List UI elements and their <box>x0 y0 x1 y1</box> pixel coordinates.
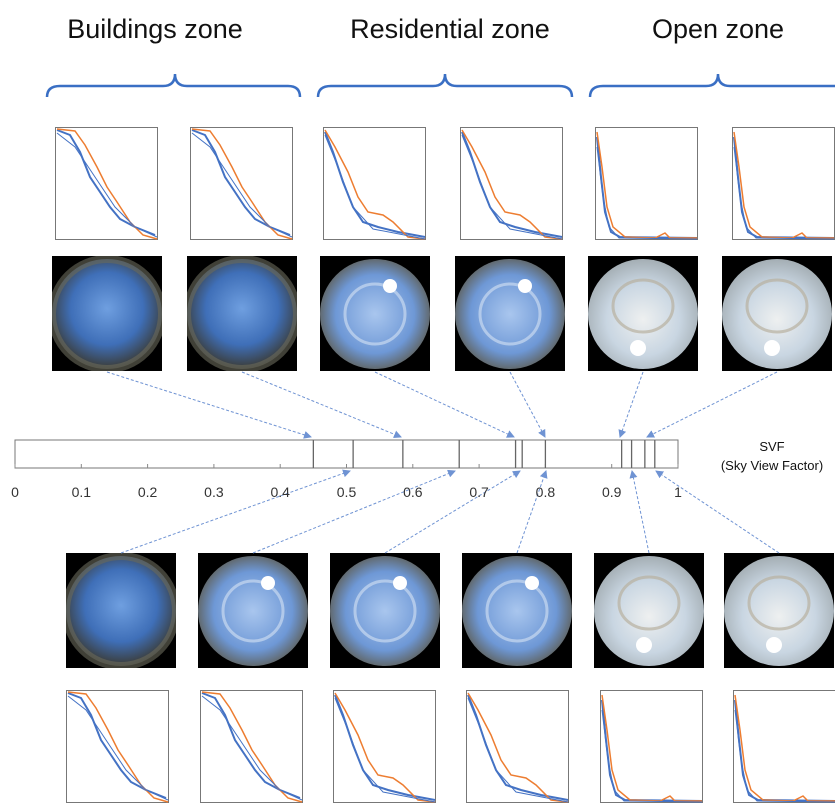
bottom-fisheye-images <box>66 553 834 668</box>
scale-label: SVF <box>759 439 784 454</box>
tick-label: 0.3 <box>204 484 224 500</box>
scale-sublabel: (Sky View Factor) <box>721 458 823 473</box>
zone-title: Open zone <box>652 14 784 44</box>
zone-title: Buildings zone <box>67 14 243 44</box>
svf-bar <box>14 439 679 469</box>
scale: 0 0.1 0.2 0.3 0.4 0.5 0.6 0.7 0.8 0.9 1 <box>11 440 682 500</box>
tick-label: 0.1 <box>72 484 92 500</box>
tick-label: 0.9 <box>602 484 622 500</box>
tick-label: 0.8 <box>536 484 556 500</box>
bottom-plots <box>66 690 835 803</box>
tick-label: 0.4 <box>270 484 290 500</box>
tick-label: 0.5 <box>337 484 357 500</box>
bracket <box>588 73 835 98</box>
bracket <box>316 73 574 98</box>
top-plots <box>55 127 835 240</box>
tick-label: 0.6 <box>403 484 423 500</box>
tick-label: 1 <box>674 484 682 500</box>
tick-label: 0.2 <box>138 484 158 500</box>
arrows <box>106 371 780 554</box>
tick-label: 0 <box>11 484 19 500</box>
tick-label: 0.7 <box>469 484 489 500</box>
zone-title: Residential zone <box>350 14 550 44</box>
top-fisheye-images <box>52 256 832 371</box>
bracket <box>45 73 302 98</box>
